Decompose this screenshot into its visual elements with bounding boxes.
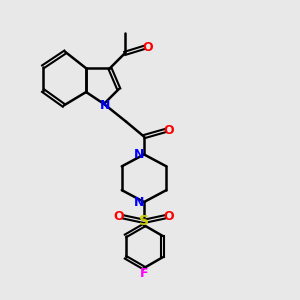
Text: N: N — [134, 196, 144, 208]
Text: O: O — [164, 210, 174, 224]
Text: S: S — [139, 214, 149, 228]
Text: N: N — [100, 99, 111, 112]
Text: F: F — [140, 267, 148, 280]
Text: O: O — [164, 124, 174, 137]
Text: O: O — [142, 41, 153, 54]
Text: N: N — [134, 148, 144, 161]
Text: O: O — [114, 210, 124, 224]
